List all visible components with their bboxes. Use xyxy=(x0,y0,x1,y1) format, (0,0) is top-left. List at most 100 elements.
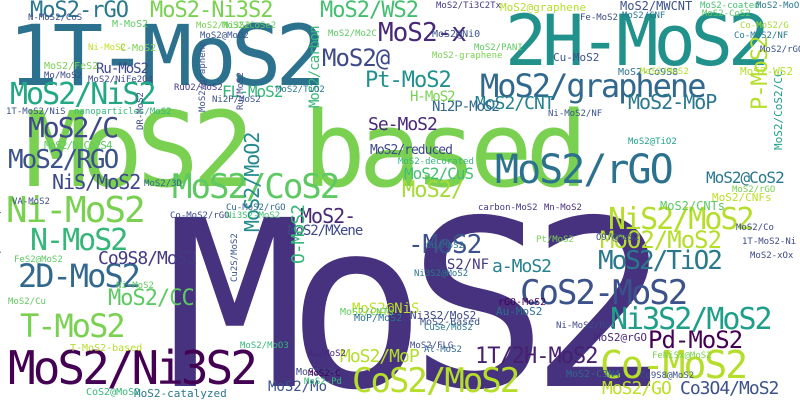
cloud-word: a-MoS2 xyxy=(492,256,552,277)
cloud-word: MoS2/Ni3S2 xyxy=(196,21,251,31)
cloud-word: MoS2-Co9S8 xyxy=(618,67,679,78)
cloud-word: MoS2-CoS2 xyxy=(702,9,751,19)
cloud-word: Au-MoS2 xyxy=(496,305,543,318)
cloud-word: Pd-MoS2 xyxy=(648,326,743,354)
cloud-word: H-MoS2 xyxy=(410,89,456,105)
cloud-word: MoS2-coated xyxy=(700,1,760,11)
cloud-word: Co-MoS2/NF xyxy=(734,31,789,41)
cloud-word: Cu2S/MoS2 xyxy=(230,233,240,282)
cloud-word: MoS2/FeS2 xyxy=(44,61,99,72)
cloud-word: 1T-MoS2 xyxy=(8,7,326,105)
cloud-word: FeS2@MoS2 xyxy=(14,255,63,265)
cloud-word: MoS2/reduced xyxy=(370,143,453,158)
cloud-word: MoS2 based xyxy=(25,89,588,211)
cloud-word: MoS2@Ni0 xyxy=(432,29,481,40)
cloud-word: MoS2/NiS2 xyxy=(10,77,157,112)
cloud-word: MoS2-catalyzed xyxy=(134,387,227,400)
cloud-word: RuO2/MoS2 xyxy=(174,83,223,93)
cloud-word: MoS2/Ni3S2 xyxy=(8,341,258,395)
cloud-word: MoS2@NiS xyxy=(352,301,420,317)
cloud-word: rGO-MoS2 xyxy=(498,297,547,308)
cloud-word: Cu-MoS2 xyxy=(553,51,600,64)
cloud-word: MoS2@ xyxy=(322,44,390,72)
cloud-word: MoS2/rGO xyxy=(495,147,674,193)
cloud-word: MoS2/C xyxy=(28,111,119,144)
cloud-word: 1T/2H-MoS2 xyxy=(475,344,598,369)
cloud-word: MoS2-C xyxy=(308,369,341,379)
cloud-word: C-MoS2 xyxy=(120,43,157,54)
cloud-word: MoS2/ xyxy=(402,178,464,203)
cloud-word: Ni-MoS2/RGO xyxy=(556,321,616,331)
cloud-word: MoS2-MoP xyxy=(628,90,717,114)
cloud-word: MoS2/RGO xyxy=(8,145,119,175)
cloud-word: MoS2/MoO3 xyxy=(240,341,289,351)
cloud-word: MoS2/CuS xyxy=(404,164,474,183)
cloud-word: VA-MoS2 xyxy=(12,197,50,207)
cloud-word: Al-MoS2 xyxy=(424,345,462,355)
cloud-word: MoS2 xyxy=(165,171,670,400)
cloud-word: Fe-MoS2 xyxy=(580,13,618,23)
cloud-word: MoS2-WS2 xyxy=(740,65,793,78)
cloud-word: Ni-MoS2/NF xyxy=(548,109,603,119)
cloud-word: MoS2/CoS2 xyxy=(172,167,340,207)
cloud-word: 1T-MoS2-Ni xyxy=(742,237,797,247)
cloud-word: MoS2@TiO2 xyxy=(628,137,677,147)
cloud-word: MoS2-MoO3 xyxy=(756,1,800,11)
cloud-word: Ni2P-MoS2 xyxy=(432,99,500,115)
cloud-word: Ni3S2@MoS2 xyxy=(414,269,469,279)
cloud-word: MoS2-decorated xyxy=(398,157,474,167)
cloud-word: Ni3S2-MoS2 xyxy=(226,211,281,221)
cloud-word: NiS2/MoS2 xyxy=(608,202,755,237)
cloud-word: MoS2/TiO2 xyxy=(598,246,723,276)
cloud-word: Au/MoS2 xyxy=(308,349,346,359)
cloud-word: MoS2/graphene xyxy=(198,41,208,112)
cloud-word: carbon-MoS2 xyxy=(478,203,538,213)
cloud-word: MoS2@rGO xyxy=(594,331,647,344)
cloud-word: Mo/MoS2 xyxy=(44,71,82,81)
cloud-word: MoS2/carbon xyxy=(307,26,323,108)
cloud-word: -MoS2 xyxy=(408,230,482,260)
cloud-word: MoS2/MoP xyxy=(340,346,420,367)
cloud-word: MoS2/CNFs xyxy=(712,191,772,204)
cloud-word: Pt-MoS2 xyxy=(365,68,452,93)
cloud-word: M-MoS2 xyxy=(112,19,149,30)
cloud-word: Co/MoS2 xyxy=(426,241,464,251)
cloud-word: MoS2/WS2 xyxy=(320,0,419,23)
cloud-word: MoS2-C3N4 xyxy=(566,369,621,380)
cloud-word: MoS2-rGO xyxy=(30,0,129,23)
cloud-word: Ru-MoS2 xyxy=(96,61,149,77)
cloud-word: MoS2/graphene xyxy=(480,67,706,105)
cloud-word: MoS2- xyxy=(300,204,356,228)
cloud-word: MoS2/CoS2/CC xyxy=(772,70,785,150)
cloud-word: Ni3S2/MoS2 xyxy=(410,309,477,322)
cloud-word: MoS2/TiO2 xyxy=(276,85,325,95)
cloud-word: Co3O4/MoS2 xyxy=(680,378,779,399)
cloud-word: 2D-MoS2 xyxy=(18,257,141,295)
cloud-word: MoS2/MoS2 xyxy=(640,67,689,77)
cloud-word: Co-MoS2/rGO xyxy=(170,211,230,221)
cloud-word: CuSe/MoS2 xyxy=(424,323,473,333)
cloud-word: MoS2/CC xyxy=(108,286,195,311)
cloud-word: MoS2/Cu xyxy=(8,297,46,307)
cloud-word: MoS2@MoO2 xyxy=(200,31,249,41)
cloud-word: MoS2-CoFeLDH xyxy=(0,54,2,120)
cloud-word: MoS2/NiCo2S4 xyxy=(44,139,112,152)
cloud-word: DR-MoS2 xyxy=(136,92,146,130)
cloud-word: MoS2/Mo xyxy=(268,379,328,395)
cloud-word: Ru/MoS2 xyxy=(236,72,246,110)
cloud-word: MoS2@graphene xyxy=(500,1,587,14)
cloud-word: MoS2/MXene xyxy=(288,223,363,239)
cloud-word: MoS2/MWCNT xyxy=(620,0,693,13)
cloud-word: Ni-MoS2 xyxy=(116,281,154,291)
cloud-word: Ni-MoS2 xyxy=(88,43,126,53)
cloud-word: MoO2/MoS2 xyxy=(600,226,722,254)
cloud-word: N-MoS2 xyxy=(30,223,128,258)
cloud-word: MoS2@CoS2 xyxy=(706,168,785,187)
cloud-word: MoS2/FLG xyxy=(410,341,454,351)
cloud-word: CoS2/MoS2 xyxy=(352,361,520,400)
cloud-word: MoS2/GO xyxy=(602,378,672,399)
cloud-word: MoS2/CNF xyxy=(622,11,666,21)
cloud-word: Pt/MoS2 xyxy=(536,235,574,245)
cloud-word: MoS2-graphene xyxy=(432,51,503,61)
